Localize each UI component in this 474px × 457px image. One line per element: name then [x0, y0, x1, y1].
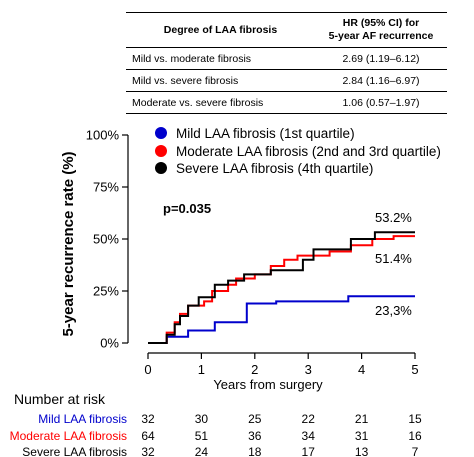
- table-cell-hr: 2.84 (1.16–6.97): [315, 69, 447, 92]
- table-header-hr: HR (95% CI) for 5-year AF recurrence: [315, 12, 447, 48]
- table-row: Mild vs. severe fibrosis 2.84 (1.16–6.97…: [126, 69, 447, 92]
- table-row: Moderate vs. severe fibrosis 1.06 (0.57–…: [126, 91, 447, 114]
- series-line-1: [148, 295, 415, 344]
- risk-count: 32: [141, 445, 155, 457]
- y-tick-label: 25%: [93, 284, 119, 299]
- risk-count: 64: [141, 429, 155, 443]
- table-header-hr-line2: 5-year AF recurrence: [328, 30, 434, 42]
- risk-count: 36: [248, 429, 262, 443]
- table-cell-hr: 2.69 (1.19–6.12): [315, 47, 447, 70]
- end-label-mild: 23,3%: [375, 303, 412, 318]
- table-cell-hr: 1.06 (0.57–1.97): [315, 91, 447, 114]
- p-value-annotation: p=0.035: [163, 201, 211, 216]
- risk-count: 24: [195, 445, 209, 457]
- risk-count: 15: [408, 412, 422, 426]
- risk-count: 30: [195, 412, 209, 426]
- x-tick-label: 0: [144, 362, 151, 377]
- risk-count: 21: [355, 412, 369, 426]
- risk-count: 25: [248, 412, 262, 426]
- risk-count: 51: [195, 429, 209, 443]
- legend-label-3: Severe LAA fibrosis (4th quartile): [176, 161, 373, 176]
- risk-count: 34: [302, 429, 316, 443]
- x-tick-label: 2: [251, 362, 258, 377]
- risk-count: 7: [412, 445, 419, 457]
- risk-row-label: Mild LAA fibrosis: [38, 412, 127, 426]
- y-tick-label: 100%: [86, 128, 120, 143]
- risk-count: 31: [355, 429, 369, 443]
- legend-label-1: Mild LAA fibrosis (1st quartile): [176, 126, 355, 141]
- risk-row-label: Moderate LAA fibrosis: [10, 429, 127, 443]
- risk-table-title: Number at risk: [14, 391, 106, 407]
- risk-count: 18: [248, 445, 262, 457]
- x-tick-label: 3: [305, 362, 312, 377]
- legend-label-2: Moderate LAA fibrosis (2nd and 3rd quart…: [176, 144, 441, 159]
- risk-count: 22: [302, 412, 316, 426]
- table-header-row: Degree of LAA fibrosis HR (95% CI) for 5…: [126, 12, 447, 48]
- x-tick-label: 1: [198, 362, 205, 377]
- y-tick-label: 75%: [93, 180, 119, 195]
- risk-count: 13: [355, 445, 369, 457]
- x-axis-label: Years from surgery: [213, 377, 323, 392]
- y-tick-label: 0%: [100, 336, 119, 351]
- table-cell-label: Mild vs. severe fibrosis: [126, 69, 315, 92]
- y-tick-label: 50%: [93, 232, 119, 247]
- table-cell-label: Mild vs. moderate fibrosis: [126, 47, 315, 70]
- risk-row-label: Severe LAA fibrosis: [22, 445, 127, 457]
- table-row: Mild vs. moderate fibrosis 2.69 (1.19–6.…: [126, 47, 447, 70]
- end-label-moderate: 51.4%: [375, 251, 412, 266]
- y-axis-label: 5-year recurrence rate (%): [60, 151, 77, 336]
- risk-count: 17: [302, 445, 316, 457]
- x-tick-label: 4: [358, 362, 365, 377]
- table-header-hr-line1: HR (95% CI) for: [342, 17, 420, 29]
- series-line-3: [148, 231, 415, 344]
- legend-marker-1: [155, 127, 167, 139]
- risk-count: 16: [408, 429, 422, 443]
- table-header-degree: Degree of LAA fibrosis: [126, 12, 315, 48]
- table-cell-label: Moderate vs. severe fibrosis: [126, 91, 315, 114]
- risk-count: 32: [141, 412, 155, 426]
- end-label-severe: 53.2%: [375, 210, 412, 225]
- x-tick-label: 5: [411, 362, 418, 377]
- hazard-ratio-table: Degree of LAA fibrosis HR (95% CI) for 5…: [126, 12, 447, 114]
- legend-marker-3: [155, 162, 167, 174]
- legend-marker-2: [155, 145, 167, 157]
